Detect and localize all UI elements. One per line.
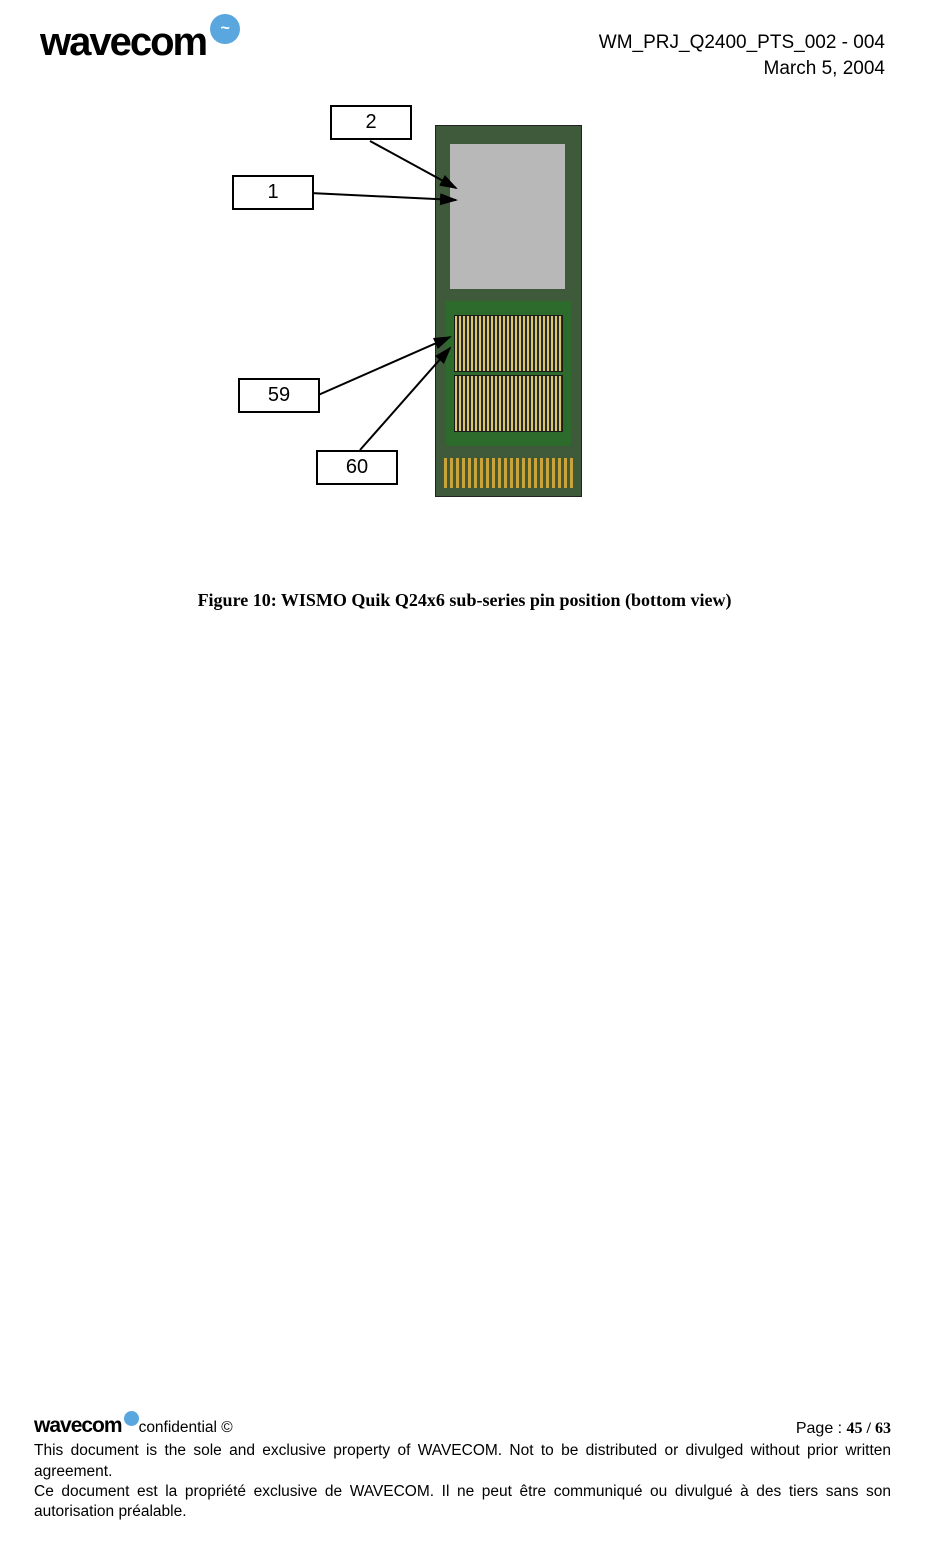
callout-59: 59 — [238, 378, 320, 413]
callout-60: 60 — [316, 450, 398, 485]
arrow-2 — [370, 141, 456, 188]
header-meta: WM_PRJ_Q2400_PTS_002 - 004 March 5, 2004 — [599, 30, 885, 81]
doc-date: March 5, 2004 — [599, 56, 885, 82]
doc-reference: WM_PRJ_Q2400_PTS_002 - 004 — [599, 30, 885, 56]
footer-left: wavecom confidential © — [34, 1412, 233, 1439]
header-logo-text: wavecom — [40, 20, 206, 65]
page-label: Page : — [796, 1420, 847, 1437]
arrow-1 — [310, 193, 456, 200]
footer-row-top: wavecom confidential © Page : 45 / 63 — [34, 1412, 891, 1439]
page-number: Page : 45 / 63 — [796, 1419, 891, 1440]
footer-logo: wavecom — [34, 1412, 139, 1439]
document-page: wavecom ~ WM_PRJ_Q2400_PTS_002 - 004 Mar… — [0, 0, 929, 1546]
confidential-text: confidential © — [139, 1419, 233, 1436]
arrow-60 — [360, 348, 450, 450]
figure-caption: Figure 10: WISMO Quik Q24x6 sub-series p… — [0, 590, 929, 611]
disclaimer-fr: Ce document est la propriété exclusive d… — [34, 1482, 891, 1522]
callout-1: 1 — [232, 175, 314, 210]
globe-icon: ~ — [210, 14, 240, 44]
header-logo: wavecom ~ — [40, 20, 240, 65]
footer-logo-text: wavecom — [34, 1412, 122, 1439]
page-footer: wavecom confidential © Page : 45 / 63 Th… — [34, 1412, 891, 1522]
arrow-59 — [316, 337, 450, 396]
callout-2: 2 — [330, 105, 412, 140]
page-value: 45 / 63 — [847, 1420, 891, 1437]
globe-icon — [124, 1411, 139, 1426]
disclaimer-en: This document is the sole and exclusive … — [34, 1441, 891, 1481]
